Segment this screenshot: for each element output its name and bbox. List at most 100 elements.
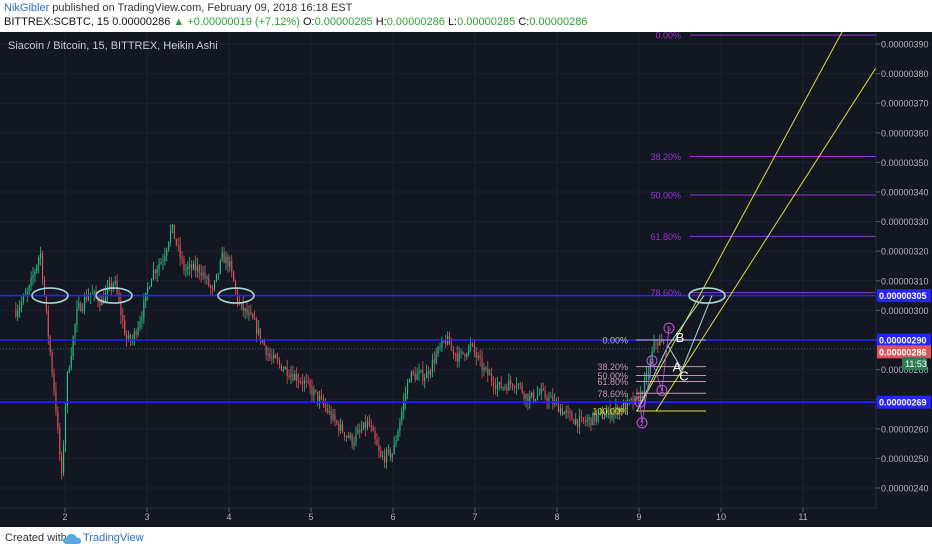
candle-body xyxy=(533,392,535,401)
candle-body xyxy=(28,285,30,292)
candle-body xyxy=(307,381,309,383)
candle-body xyxy=(120,301,122,316)
candle-body xyxy=(500,382,502,389)
abc-label: B xyxy=(676,330,685,345)
wave-label: 2 xyxy=(640,421,644,428)
candle-body xyxy=(450,344,453,347)
candle-body xyxy=(122,315,124,321)
candle-body xyxy=(561,408,563,415)
candle-body xyxy=(215,273,218,282)
x-tick-label: 6 xyxy=(390,512,395,522)
candle-body xyxy=(422,370,424,381)
created-with-text: Created with xyxy=(5,532,67,544)
candle-body xyxy=(460,351,462,353)
candle-body xyxy=(160,261,162,265)
price-label-bg xyxy=(877,345,931,359)
candle-body xyxy=(70,355,72,369)
candle-body xyxy=(359,429,361,431)
highlight-ellipse xyxy=(95,287,133,304)
candle-body xyxy=(479,355,481,359)
candle-body xyxy=(233,271,235,282)
candle-body xyxy=(152,270,154,279)
candle-body xyxy=(437,347,439,355)
y-tick-label: 0.00000260 xyxy=(881,424,929,434)
candle-body xyxy=(385,449,388,463)
candle-body xyxy=(309,381,311,387)
wave-marker xyxy=(663,322,675,334)
fib-extension-label: 38.20% xyxy=(650,152,681,162)
candle-body xyxy=(506,386,508,391)
wave-path xyxy=(639,328,670,423)
candle-body xyxy=(557,401,560,413)
candle-body xyxy=(470,343,472,347)
candle-body xyxy=(265,345,267,355)
candle-body xyxy=(609,408,611,419)
abc-label: C xyxy=(679,369,688,384)
close-value: 0.00000286 xyxy=(529,16,588,28)
candle-body xyxy=(389,449,391,458)
x-tick-label: 4 xyxy=(226,512,231,522)
candle-body xyxy=(212,287,214,289)
candle-body xyxy=(72,336,74,356)
candle-body xyxy=(523,392,525,399)
candle-body xyxy=(636,395,638,397)
x-tick-label: 2 xyxy=(62,512,67,522)
candle-body xyxy=(84,297,86,309)
chart-area[interactable]: 0.00% 38.20% 50.00% 61.80% 78.60% 0.00% 38.20%… xyxy=(0,31,932,527)
candle-body xyxy=(590,417,592,426)
candle-body xyxy=(311,386,313,396)
tradingview-brand[interactable]: TradingView xyxy=(83,532,144,544)
candle-body xyxy=(242,302,244,311)
last-price: 0.00000286 xyxy=(112,16,171,28)
candle-body xyxy=(20,301,23,307)
candle-body xyxy=(299,381,302,383)
candle-body xyxy=(168,241,170,250)
candle-body xyxy=(544,389,546,398)
candle-body xyxy=(175,239,177,245)
candle-body xyxy=(452,346,454,354)
candle-body xyxy=(563,411,565,415)
candle-body xyxy=(158,264,160,270)
candle-body xyxy=(22,295,25,302)
candle-body xyxy=(366,421,368,429)
tradingview-cloud-icon xyxy=(63,532,81,550)
candle-body xyxy=(353,441,355,445)
candle-body xyxy=(145,292,147,302)
price-chart[interactable]: 0.00%38.20%50.00%61.80%78.60%0.00%38.20%… xyxy=(0,31,932,527)
candle-body xyxy=(148,287,151,289)
candle-body xyxy=(387,449,389,451)
candle-body xyxy=(74,324,76,337)
candle-body xyxy=(210,286,212,288)
author-link[interactable]: NikGibler xyxy=(4,2,50,14)
candle-body xyxy=(303,381,305,385)
candle-body xyxy=(246,308,248,315)
candle-body xyxy=(213,281,216,289)
candle-body xyxy=(89,293,91,296)
fib-extension-label: 0.00% xyxy=(655,32,681,41)
candle-body xyxy=(284,367,286,370)
candle-body xyxy=(319,396,321,402)
candle-body xyxy=(521,385,523,393)
candle-body xyxy=(179,244,181,258)
candle-body xyxy=(263,340,265,346)
chart-title: Siacoin / Bitcoin, 15, BITTREX, Heikin A… xyxy=(8,40,218,52)
high-value: 0.00000286 xyxy=(386,16,445,28)
candle-body xyxy=(427,371,430,375)
candle-body xyxy=(410,371,412,381)
candle-body xyxy=(647,372,649,374)
candle-body xyxy=(326,407,328,413)
candle-body xyxy=(517,384,519,386)
candle-body xyxy=(363,422,365,430)
candle-body xyxy=(87,295,89,301)
candle-body xyxy=(127,334,130,341)
x-tick-label: 10 xyxy=(716,512,726,522)
candle-body xyxy=(487,367,489,376)
wave-label: 4 xyxy=(660,388,664,395)
candle-body xyxy=(466,354,468,357)
candle-body xyxy=(582,417,584,421)
candle-body xyxy=(133,331,135,340)
candle-body xyxy=(217,273,219,275)
candle-body xyxy=(504,386,506,388)
candle-body xyxy=(171,224,174,230)
candle-body xyxy=(502,387,504,389)
